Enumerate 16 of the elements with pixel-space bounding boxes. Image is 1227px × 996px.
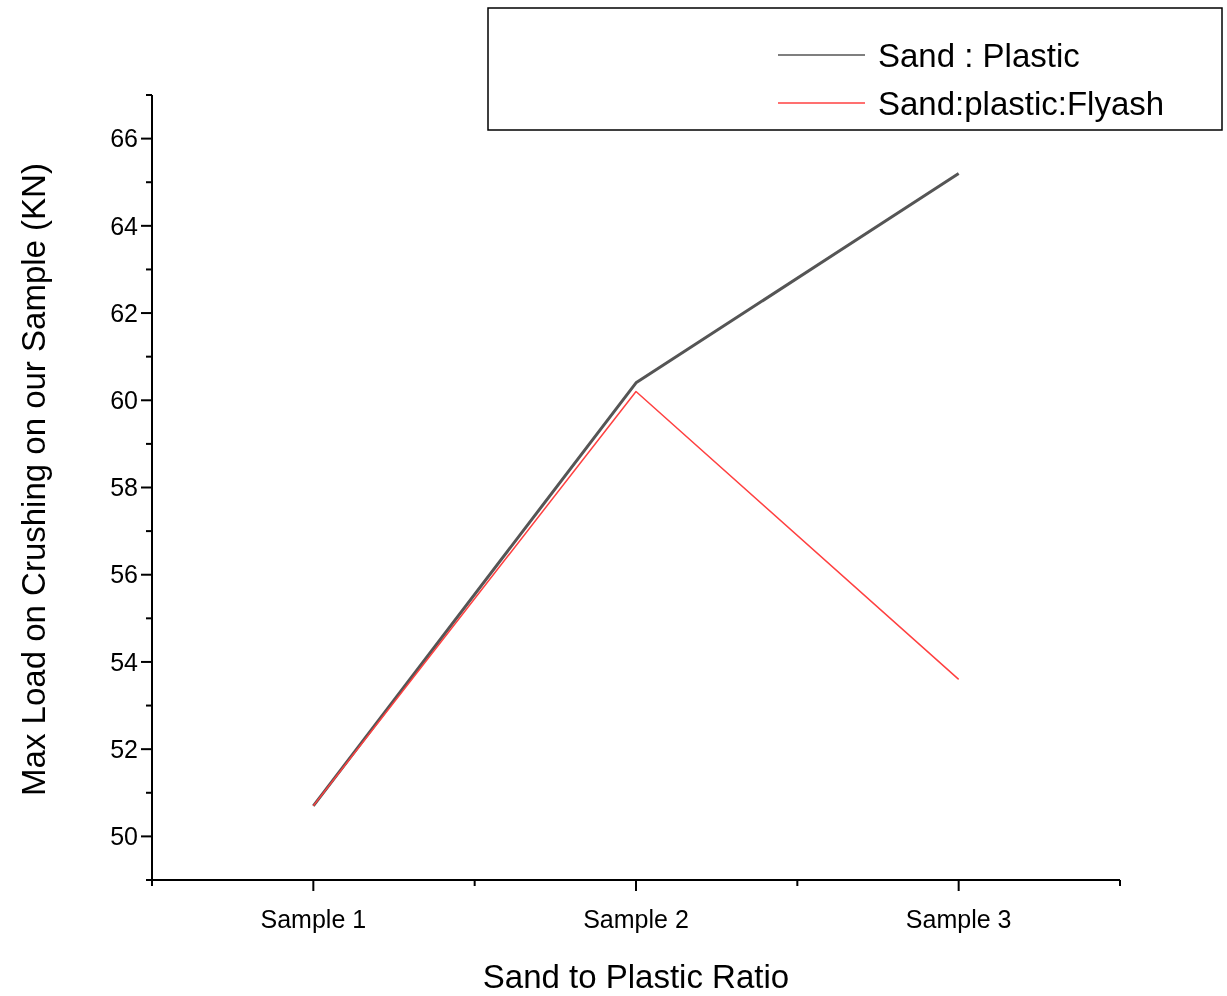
y-tick-label: 52 [110, 734, 138, 763]
y-tick-label: 66 [110, 124, 138, 153]
x-tick-label: Sample 2 [583, 905, 689, 933]
y-axis-title: Max Load on Crushing on our Sample (KN) [15, 163, 52, 796]
x-tick-label: Sample 1 [260, 905, 367, 933]
y-tick-label: 50 [110, 822, 138, 851]
legend-label: Sand : Plastic [878, 36, 1080, 74]
x-axis-title: Sand to Plastic Ratio [482, 958, 790, 995]
y-tick-label: 56 [110, 560, 138, 589]
y-tick-label: 54 [110, 647, 139, 676]
y-tick-label: 60 [110, 386, 138, 415]
y-tick-label: 58 [110, 473, 138, 502]
x-tick-label: Sample 3 [905, 905, 1012, 933]
legend-label: Sand:plastic:Flyash [878, 84, 1165, 122]
y-tick-label: 62 [110, 298, 138, 327]
y-tick-label: 64 [110, 211, 139, 240]
